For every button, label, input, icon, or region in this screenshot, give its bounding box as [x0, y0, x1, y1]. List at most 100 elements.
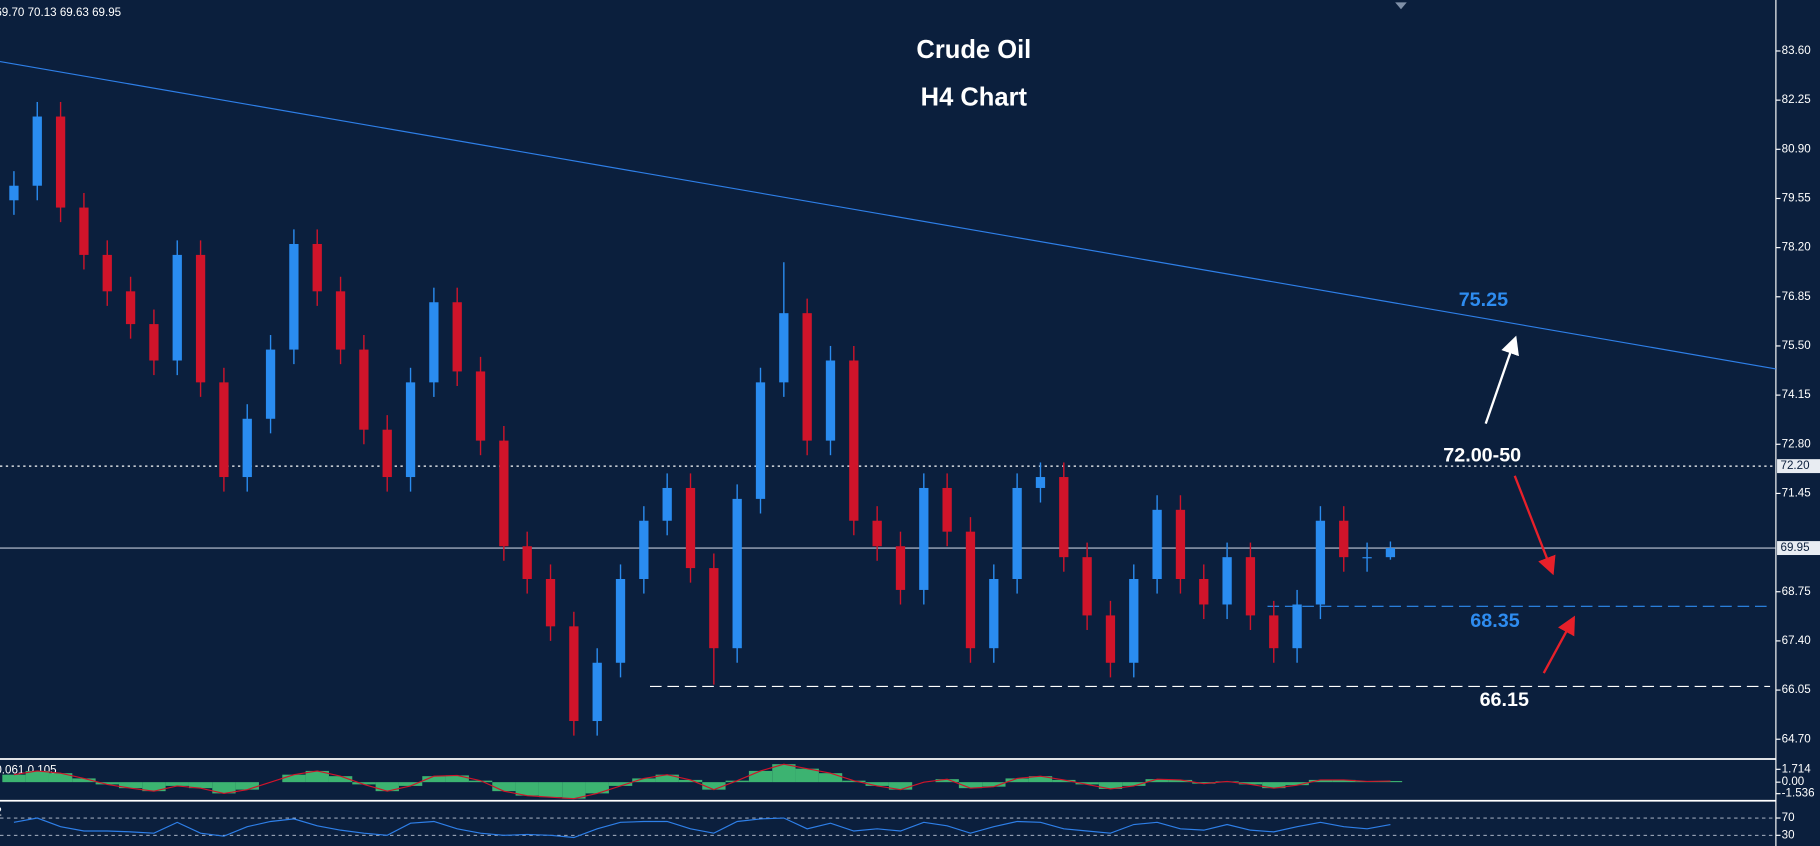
macd-bar — [865, 782, 889, 786]
candle-body — [545, 579, 556, 627]
macd-bar — [888, 782, 913, 790]
y-tick-label: 0.00 — [1782, 775, 1805, 788]
macd-bar — [468, 780, 493, 783]
y-tick-label: 79.55 — [1782, 192, 1811, 205]
macd-bar — [492, 782, 516, 792]
candle-body — [405, 382, 416, 478]
candle-body — [125, 291, 136, 325]
candle-body — [592, 662, 602, 722]
macd-bar — [608, 782, 633, 786]
macd-bar — [702, 782, 726, 790]
macd-bar — [422, 776, 446, 783]
macd-bar — [305, 770, 329, 783]
macd-bar — [1262, 782, 1286, 789]
annotation: 75.25 — [1459, 289, 1508, 311]
candle-body — [732, 498, 742, 649]
macd-bar — [958, 782, 983, 789]
candle-body — [1105, 615, 1116, 663]
y-tick-label: 83.60 — [1782, 44, 1811, 57]
macd-bar — [1308, 779, 1333, 783]
candle-body — [685, 487, 696, 569]
macd-bar — [818, 773, 843, 783]
candle-body — [1082, 557, 1092, 616]
macd-bar — [632, 778, 656, 783]
y-tick-label: 66.05 — [1782, 683, 1811, 696]
macd-bar — [375, 782, 399, 792]
candle-body — [312, 243, 322, 292]
arrow — [1542, 615, 1575, 674]
y-tick-label: 30 — [1782, 828, 1795, 841]
macd-bar — [935, 779, 959, 783]
candle-body — [1269, 615, 1279, 649]
macd-bar — [328, 776, 353, 783]
macd-bar — [1028, 776, 1053, 783]
macd-bar — [1075, 782, 1099, 785]
y-tick-label: 78.20 — [1782, 241, 1811, 254]
scroll-marker — [1395, 2, 1407, 10]
candle-body — [499, 440, 509, 547]
macd-bar — [562, 782, 586, 799]
candle-body — [335, 291, 346, 350]
candle-body — [1339, 520, 1349, 558]
rsi-panel: 2 — [0, 805, 1776, 839]
macd-bar — [585, 782, 609, 794]
macd-bar — [842, 780, 866, 783]
macd-bar — [235, 782, 259, 790]
signal-line — [13, 763, 1391, 800]
macd-bar — [1005, 778, 1029, 783]
candle-body — [1245, 557, 1256, 616]
candle-body — [779, 313, 789, 383]
macd-bar — [795, 768, 819, 783]
macd-bar — [538, 782, 563, 798]
candle-body — [872, 520, 882, 547]
candle-body — [195, 254, 206, 383]
macd-bar — [212, 782, 236, 794]
ohlc-header: 69.70 70.13 69.63 69.95 — [0, 6, 121, 19]
price-label: 72.20 — [1781, 459, 1810, 472]
candle-body — [265, 349, 276, 419]
candle-body — [1292, 604, 1302, 649]
candle-body — [709, 568, 719, 649]
macd-bar — [118, 782, 143, 789]
candle-body — [1315, 520, 1326, 605]
candle-body — [1362, 557, 1372, 559]
macd-bar — [772, 764, 796, 783]
candle-body — [1222, 557, 1232, 605]
macd-bar — [282, 774, 306, 783]
price-panel — [0, 60, 1776, 736]
y-tick-label: 80.90 — [1782, 142, 1811, 155]
candle-body — [1129, 579, 1139, 663]
axes: 83.60 82.25 80.90 79.55 78.20 76.85 75.50 74.15… — [1775, 44, 1820, 841]
trendline — [0, 60, 1776, 370]
macd-bar — [142, 782, 166, 792]
candle-body — [149, 324, 159, 361]
candle-body — [802, 313, 812, 441]
macd-bar — [1238, 782, 1263, 785]
macd-bar — [1378, 781, 1403, 783]
candle-body — [1199, 579, 1209, 605]
macd-bar — [352, 782, 376, 785]
price-label-box — [1777, 541, 1820, 556]
macd-bar — [25, 770, 49, 783]
candle-body — [79, 207, 89, 255]
candle-body — [242, 418, 252, 478]
y-tick-label: 1.714 — [1782, 762, 1812, 775]
candle-body — [32, 116, 42, 186]
macd-bar — [2, 774, 26, 783]
macd-bar — [1332, 779, 1356, 783]
macd-bar — [165, 782, 189, 786]
macd-bar — [678, 779, 703, 783]
candle-body — [9, 185, 19, 201]
macd-bar — [1192, 782, 1216, 784]
candle-body — [755, 382, 766, 499]
macd-bar — [725, 780, 749, 783]
candle-body — [849, 360, 859, 521]
candle-body — [825, 360, 836, 441]
macd-bar — [188, 782, 213, 789]
candle-body — [1152, 509, 1162, 580]
macd-bar — [95, 782, 119, 785]
candle-body — [1059, 477, 1069, 558]
